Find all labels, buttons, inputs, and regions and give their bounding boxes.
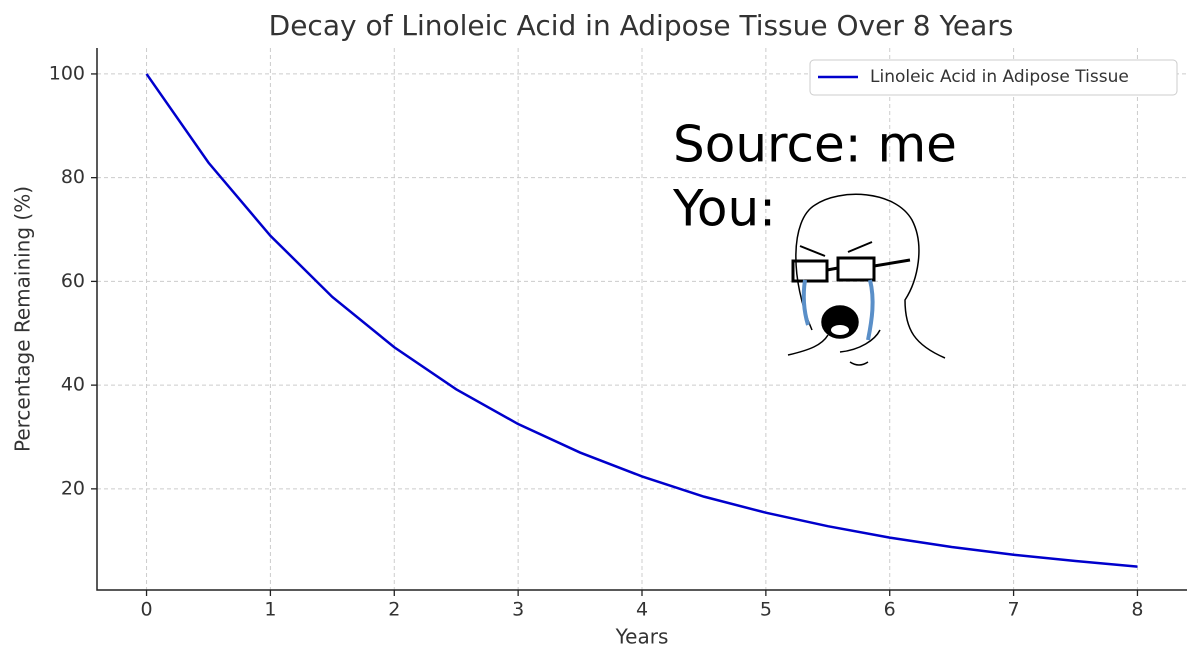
x-tick-label: 4: [636, 599, 648, 621]
y-axis-label: Percentage Remaining (%): [11, 186, 35, 452]
y-tick-label: 100: [49, 62, 85, 84]
y-tick-label: 60: [61, 270, 85, 292]
legend: [809, 59, 1178, 96]
chart-title: Decay of Linoleic Acid in Adipose Tissue…: [269, 9, 1014, 42]
x-tick-label: 8: [1131, 599, 1143, 621]
x-tick-label: 1: [264, 599, 276, 621]
annotation: You:: [672, 180, 776, 238]
legend-label: Linoleic Acid in Adipose Tissue: [870, 67, 1129, 87]
wojak-drawing: [787, 193, 946, 366]
y-tick-label: 20: [61, 477, 85, 499]
x-axis-label: Years: [615, 625, 669, 649]
x-tick-label: 7: [1008, 599, 1020, 621]
data-line: [145, 73, 1138, 568]
x-tick-label: 6: [884, 599, 896, 621]
annotation: Source: me: [673, 116, 957, 174]
axes: [96, 48, 1187, 591]
x-tick-label: 0: [140, 599, 152, 621]
x-tick-label: 3: [512, 599, 524, 621]
y-tick-label: 80: [61, 166, 85, 188]
x-tick-label: 2: [388, 599, 400, 621]
y-tick-label: 40: [61, 374, 85, 396]
x-tick-label: 5: [760, 599, 772, 621]
